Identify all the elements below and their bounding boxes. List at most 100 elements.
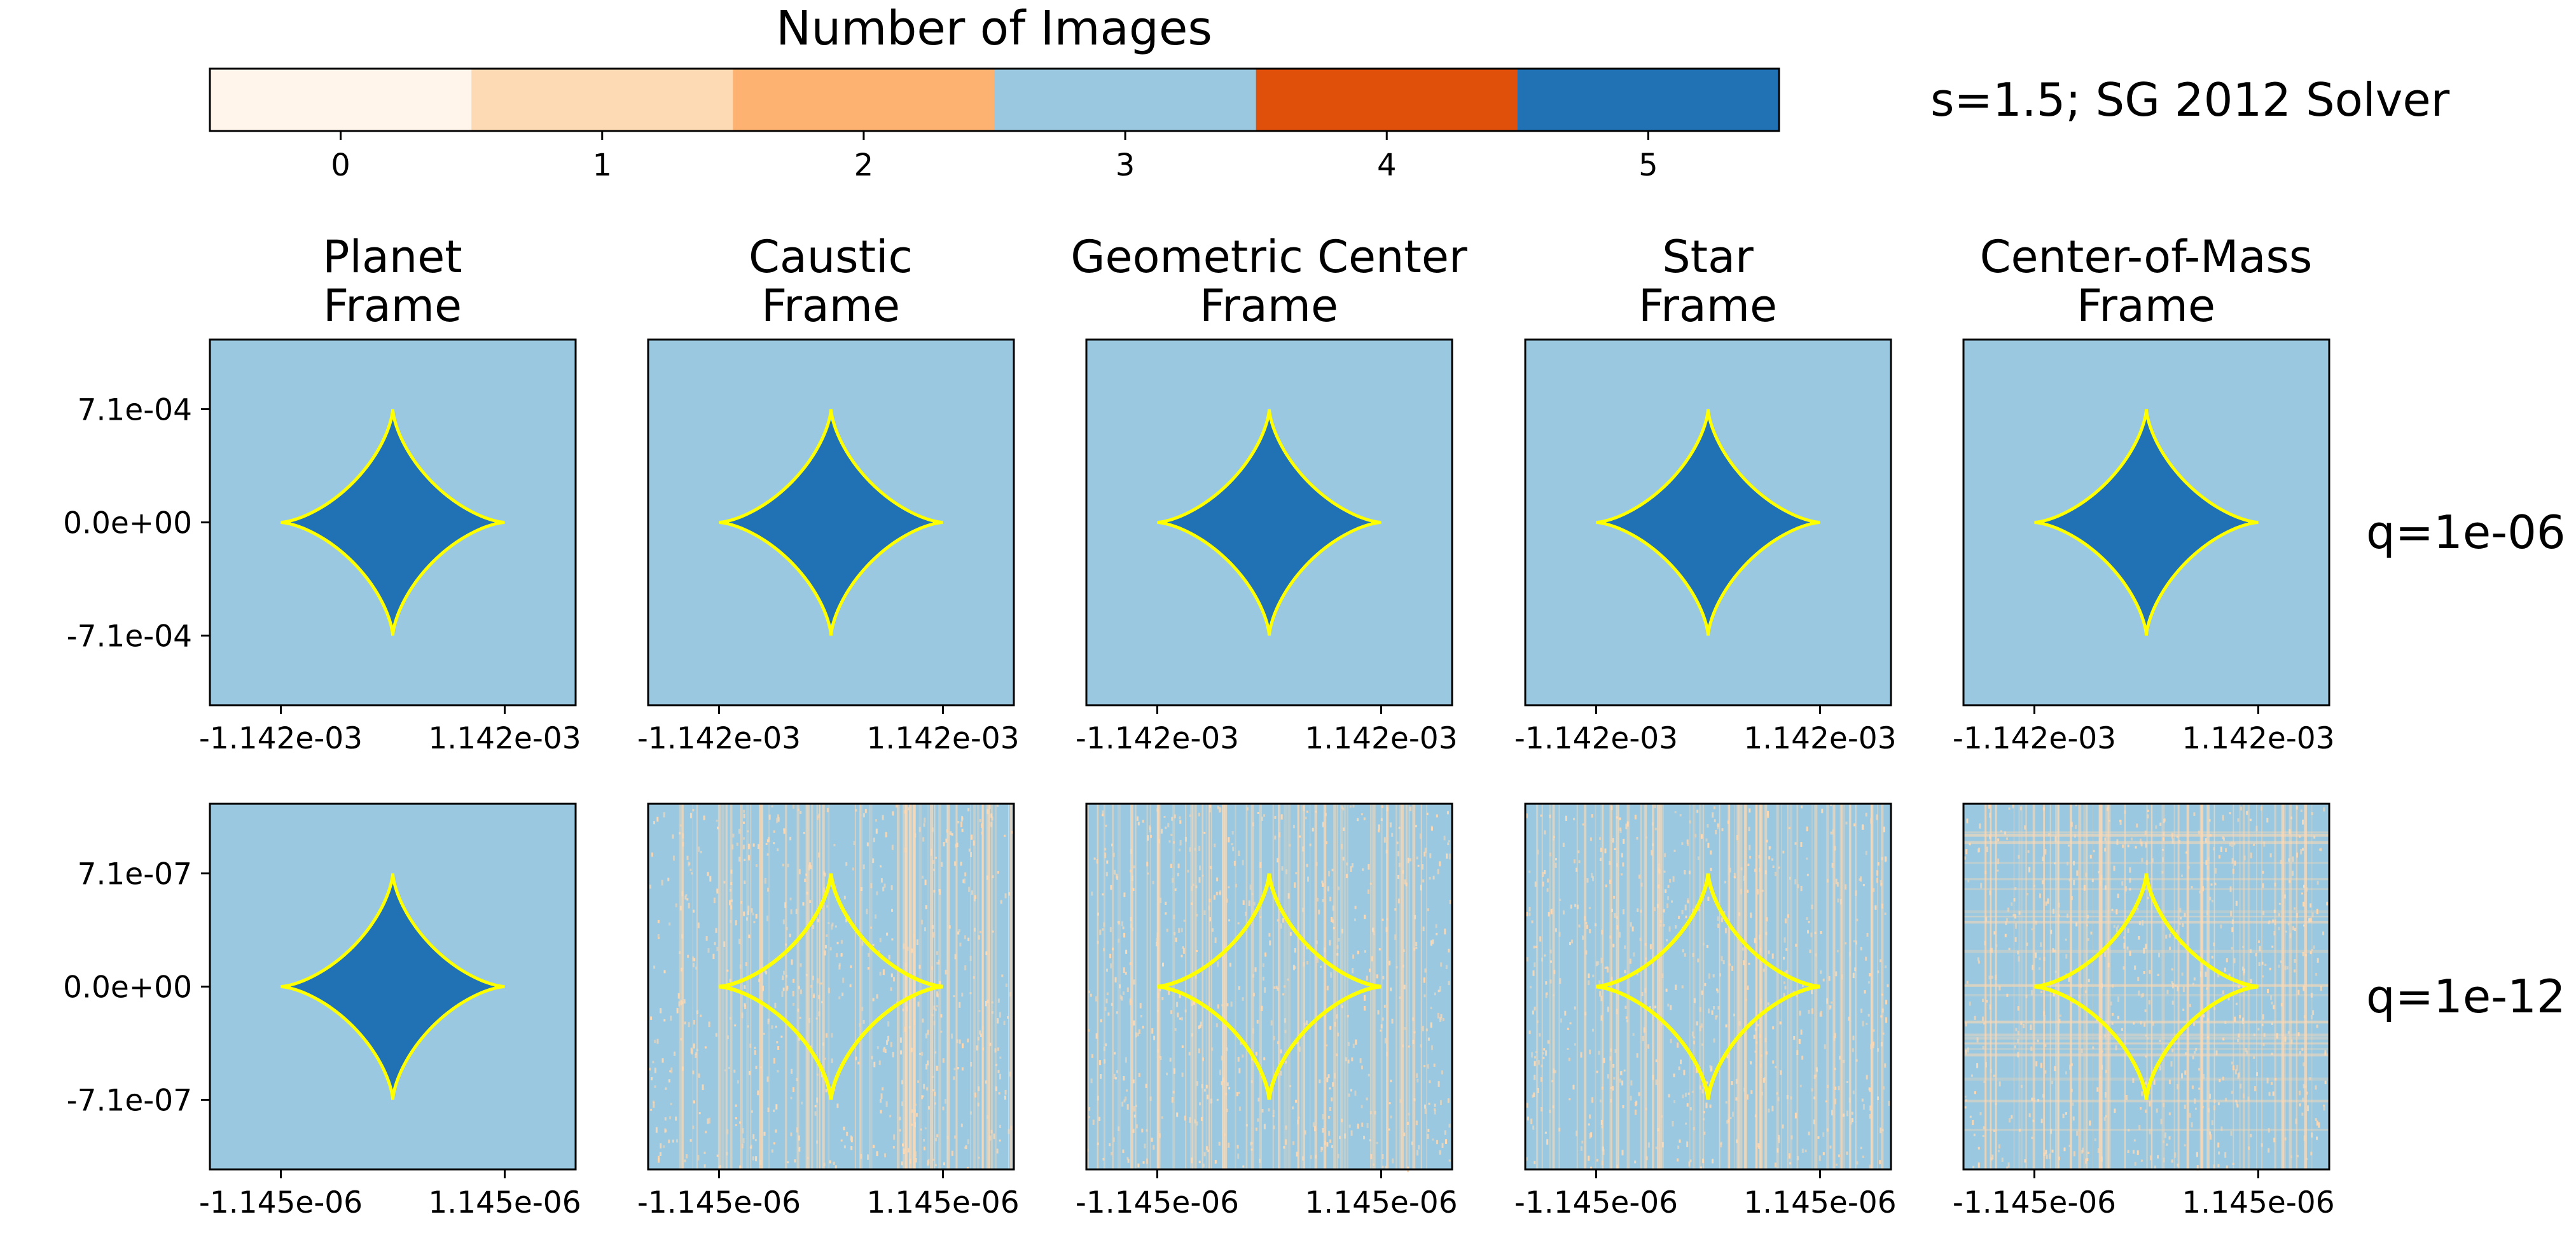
noise-speck — [753, 921, 756, 923]
noise-speck — [1621, 853, 1623, 858]
noise-speck — [1607, 1007, 1609, 1012]
noise-speck — [1582, 823, 1584, 826]
noise-speck — [2028, 1113, 2031, 1118]
noise-speck — [1318, 909, 1320, 915]
noise-streak — [1172, 804, 1175, 1169]
noise-speck — [2301, 892, 2303, 895]
noise-speck — [657, 920, 660, 923]
noise-speck — [1203, 910, 1206, 916]
noise-speck — [1793, 1036, 1796, 1040]
noise-speck — [1701, 1089, 1704, 1094]
noise-speck — [1153, 1035, 1156, 1040]
noise-speck — [1811, 1088, 1813, 1092]
noise-speck — [1531, 920, 1534, 923]
noise-speck — [1447, 1098, 1450, 1103]
noise-speck — [747, 843, 750, 850]
noise-speck — [2138, 936, 2140, 940]
noise-speck — [1097, 940, 1099, 944]
noise-speck — [663, 812, 665, 818]
noise-speck — [826, 905, 829, 908]
noise-speck — [2093, 850, 2095, 853]
noise-streak — [2297, 804, 2298, 1169]
noise-speck — [1391, 1018, 1394, 1024]
noise-speck — [2075, 804, 2077, 807]
noise-speck — [2239, 1015, 2241, 1019]
noise-speck — [955, 843, 957, 848]
noise-speck — [991, 816, 994, 821]
noise-speck — [903, 943, 905, 949]
x-tick-label: 1.142e-03 — [866, 721, 1019, 756]
noise-speck — [2182, 923, 2184, 927]
noise-streak — [822, 804, 824, 1169]
noise-speck — [2078, 995, 2081, 999]
noise-speck — [2015, 923, 2017, 929]
noise-speck — [2088, 979, 2090, 982]
noise-streak — [819, 804, 821, 1169]
noise-speck — [1692, 908, 1694, 914]
noise-speck — [1129, 1000, 1132, 1005]
noise-speck — [954, 1135, 957, 1139]
noise-speck — [1242, 997, 1244, 1001]
noise-streak — [2083, 804, 2085, 1169]
noise-speck — [1609, 861, 1611, 865]
noise-speck — [2122, 844, 2124, 848]
noise-speck — [816, 1098, 819, 1103]
noise-speck — [1767, 811, 1769, 816]
noise-speck — [956, 843, 959, 848]
noise-speck — [2145, 860, 2148, 865]
noise-speck — [2147, 814, 2149, 819]
noise-speck — [1376, 1141, 1378, 1145]
noise-speck — [1673, 850, 1676, 852]
noise-speck — [2075, 825, 2077, 829]
noise-speck — [1195, 885, 1198, 888]
noise-speck — [730, 905, 733, 910]
x-tick-label: 1.145e-06 — [866, 1185, 1019, 1220]
noise-speck — [873, 837, 875, 843]
noise-speck — [871, 1056, 873, 1059]
noise-speck — [2236, 1101, 2238, 1106]
noise-speck — [1570, 904, 1572, 909]
noise-speck — [1130, 917, 1132, 921]
noise-speck — [1820, 931, 1822, 934]
noise-speck — [1304, 1130, 1306, 1135]
noise-speck — [1218, 1141, 1221, 1146]
noise-speck — [1705, 1102, 1708, 1108]
noise-speck — [1545, 981, 1548, 985]
noise-streak — [1541, 804, 1543, 1169]
noise-speck — [923, 1139, 925, 1142]
noise-speck — [1283, 1146, 1285, 1149]
noise-speck — [815, 1017, 818, 1020]
noise-speck — [1825, 1100, 1827, 1103]
panel-border — [1524, 803, 1892, 1171]
noise-speck — [730, 888, 731, 892]
noise-speck — [1004, 893, 1007, 899]
noise-speck — [1144, 1143, 1146, 1148]
noise-speck — [829, 947, 832, 951]
noise-speck — [2237, 1073, 2240, 1079]
noise-speck — [920, 1128, 922, 1131]
noise-speck — [1343, 827, 1345, 832]
noise-speck — [1591, 872, 1593, 878]
noise-speck — [864, 808, 867, 813]
noise-speck — [1437, 1012, 1439, 1019]
noise-speck — [747, 911, 749, 916]
noise-speck — [1119, 995, 1122, 1000]
noise-speck — [2017, 951, 2019, 954]
noise-speck — [1666, 939, 1668, 942]
noise-speck — [1262, 976, 1264, 981]
noise-speck — [1589, 1133, 1591, 1139]
noise-speck — [2073, 1151, 2075, 1157]
noise-speck — [970, 851, 972, 858]
noise-speck — [1801, 984, 1804, 988]
noise-speck — [872, 944, 875, 947]
col-title-star-1: Star — [1662, 231, 1754, 283]
noise-speck — [1206, 1094, 1208, 1099]
noise-speck — [2268, 1148, 2270, 1153]
noise-speck — [967, 808, 970, 811]
noise-speck — [931, 827, 934, 832]
noise-speck — [1364, 914, 1366, 920]
noise-speck — [2184, 1070, 2187, 1075]
noise-speck — [1427, 1129, 1430, 1132]
noise-speck — [1588, 1123, 1590, 1126]
noise-speck — [1528, 1030, 1531, 1035]
